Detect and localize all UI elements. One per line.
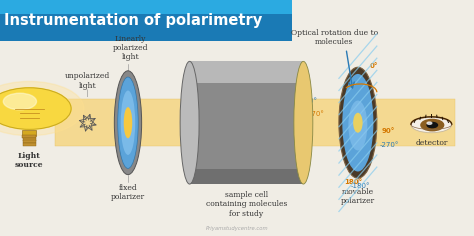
FancyBboxPatch shape bbox=[23, 138, 36, 141]
Text: 180°: 180° bbox=[344, 179, 362, 185]
FancyBboxPatch shape bbox=[22, 135, 36, 138]
Ellipse shape bbox=[342, 74, 374, 172]
Ellipse shape bbox=[339, 67, 377, 178]
Circle shape bbox=[421, 119, 444, 131]
Text: -270°: -270° bbox=[379, 142, 399, 148]
FancyBboxPatch shape bbox=[190, 61, 303, 84]
FancyBboxPatch shape bbox=[55, 99, 455, 146]
Text: movable
polarizer: movable polarizer bbox=[341, 188, 375, 205]
Text: Optical rotation due to
molecules: Optical rotation due to molecules bbox=[291, 29, 378, 46]
Ellipse shape bbox=[121, 91, 135, 155]
Text: -180°: -180° bbox=[351, 183, 371, 189]
Ellipse shape bbox=[124, 107, 132, 138]
FancyBboxPatch shape bbox=[0, 0, 292, 14]
Text: 0°: 0° bbox=[369, 63, 378, 69]
Ellipse shape bbox=[353, 113, 363, 133]
Text: fixed
polarizer: fixed polarizer bbox=[111, 184, 145, 201]
Text: -90°: -90° bbox=[302, 97, 318, 104]
Ellipse shape bbox=[118, 77, 138, 169]
Circle shape bbox=[3, 93, 36, 110]
Text: sample cell
containing molecules
for study: sample cell containing molecules for stu… bbox=[206, 191, 287, 218]
Circle shape bbox=[0, 88, 71, 129]
Text: unpolarized
light: unpolarized light bbox=[64, 72, 110, 90]
Text: Instrumentation of polarimetry: Instrumentation of polarimetry bbox=[4, 13, 262, 28]
Ellipse shape bbox=[294, 61, 313, 184]
Text: Linearly
polarized
light: Linearly polarized light bbox=[113, 35, 148, 61]
Circle shape bbox=[0, 81, 84, 136]
Text: Light
source: Light source bbox=[15, 152, 44, 169]
FancyBboxPatch shape bbox=[0, 0, 292, 41]
Circle shape bbox=[427, 122, 438, 128]
Text: detector: detector bbox=[415, 139, 447, 147]
Ellipse shape bbox=[180, 61, 199, 184]
Ellipse shape bbox=[411, 118, 451, 133]
Text: 270°: 270° bbox=[308, 111, 325, 117]
FancyBboxPatch shape bbox=[190, 61, 303, 184]
FancyBboxPatch shape bbox=[23, 140, 36, 143]
Text: 90°: 90° bbox=[382, 128, 395, 134]
FancyBboxPatch shape bbox=[23, 143, 36, 146]
FancyBboxPatch shape bbox=[22, 130, 36, 136]
FancyBboxPatch shape bbox=[0, 0, 292, 41]
FancyBboxPatch shape bbox=[190, 169, 303, 184]
Ellipse shape bbox=[348, 101, 367, 151]
Circle shape bbox=[427, 122, 432, 124]
Ellipse shape bbox=[114, 71, 142, 175]
Text: Priyamstudycentre.com: Priyamstudycentre.com bbox=[206, 226, 268, 231]
